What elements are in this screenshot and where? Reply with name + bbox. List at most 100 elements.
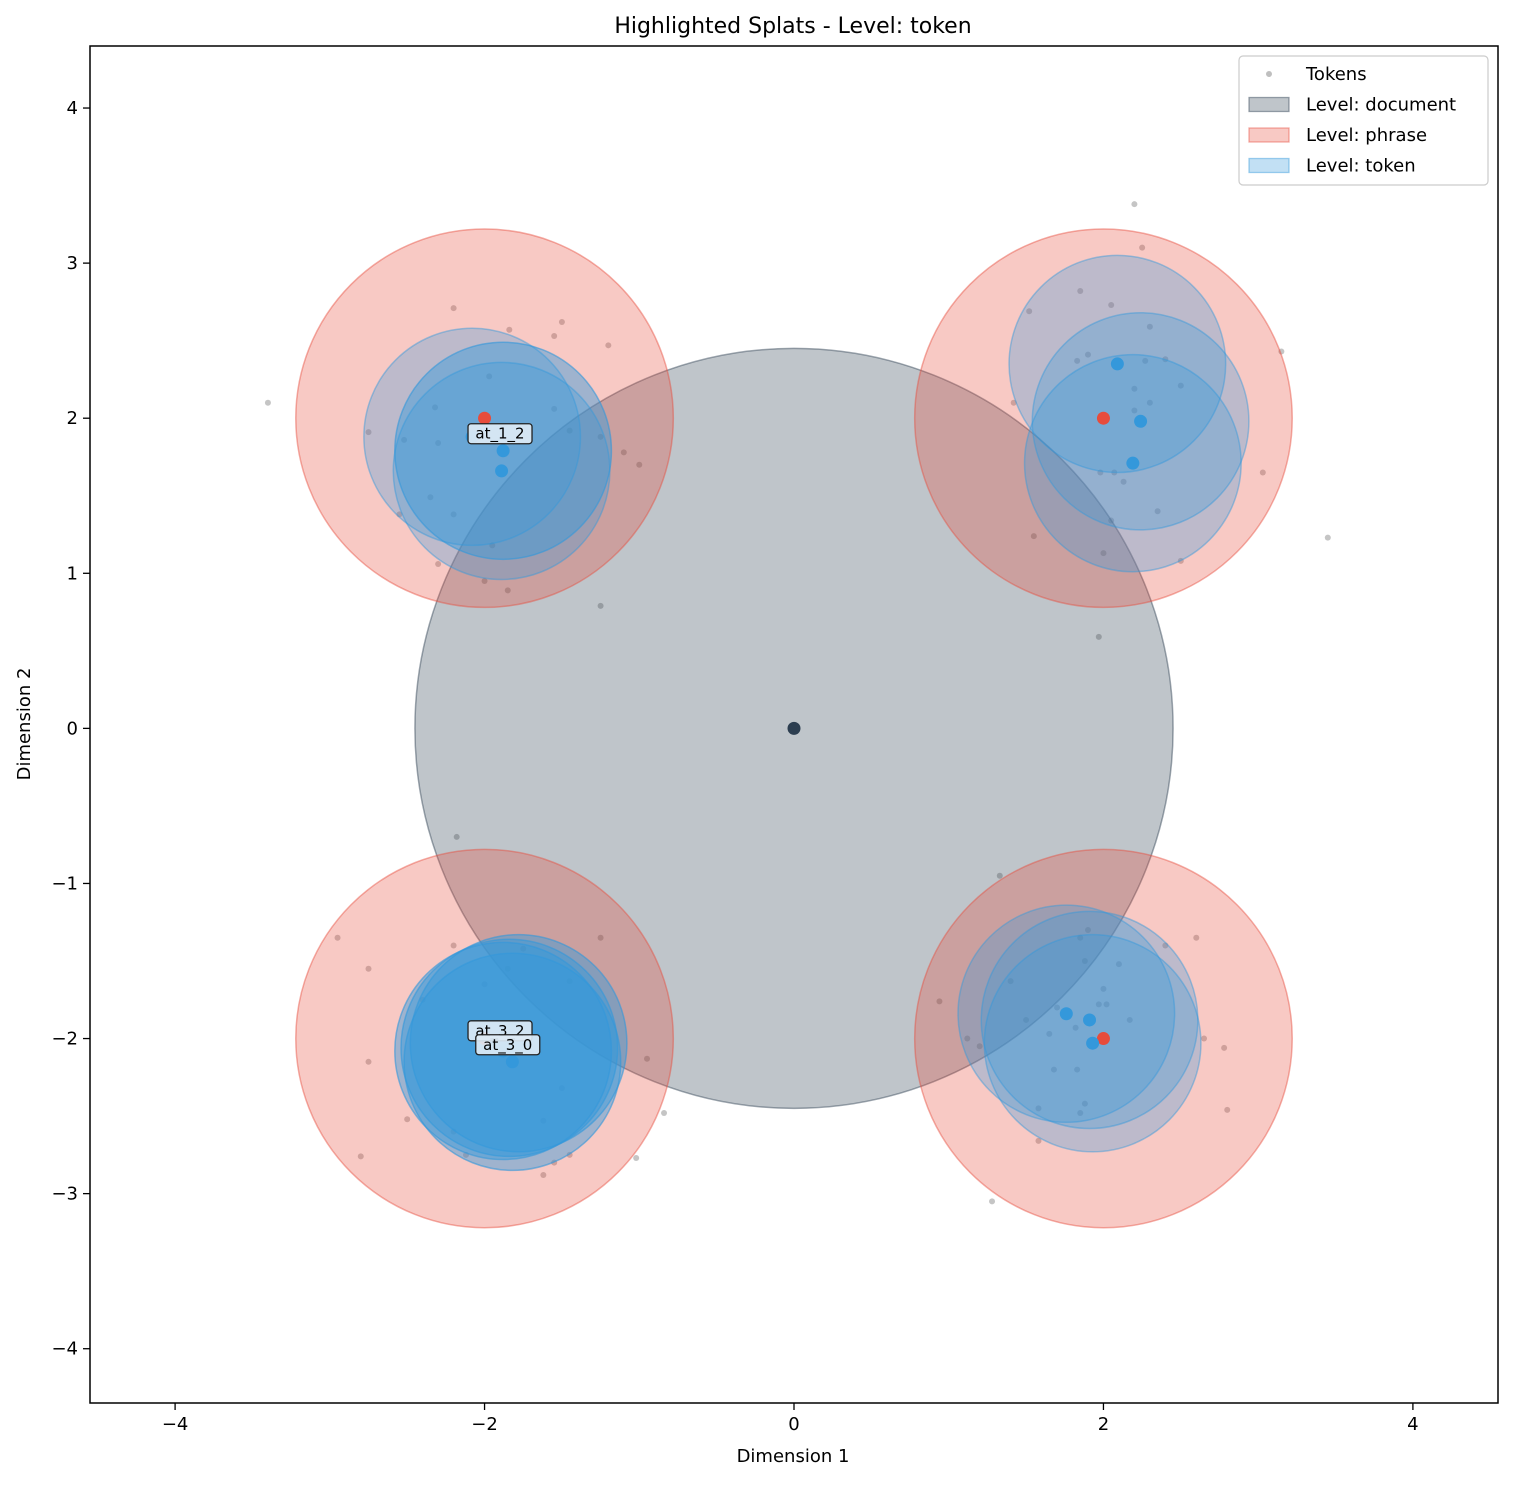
token-splat-center — [1083, 1013, 1097, 1027]
token-point — [1146, 399, 1153, 406]
token-point — [520, 945, 527, 952]
token-point — [1120, 478, 1127, 485]
chart-title: Highlighted Splats - Level: token — [614, 14, 971, 39]
token-point — [964, 1035, 971, 1042]
token-point — [633, 1154, 640, 1161]
token-splat-center — [1110, 357, 1124, 371]
token-point — [1084, 351, 1091, 358]
token-point — [1046, 1030, 1053, 1037]
y-tick-label: −2 — [51, 1029, 78, 1050]
legend: Tokens Level: document Level: phrase Level:… — [1238, 55, 1489, 186]
token-point — [597, 602, 604, 609]
legend-swatch — [1248, 157, 1290, 174]
token-point — [540, 1117, 547, 1124]
token-point — [504, 587, 511, 594]
token-point — [1111, 469, 1118, 476]
token-point — [551, 405, 558, 412]
token-point — [1103, 1001, 1110, 1008]
token-point — [1146, 323, 1153, 330]
token-point — [1115, 961, 1122, 968]
token-point — [427, 494, 434, 501]
token-point — [432, 404, 439, 411]
token-point — [450, 942, 457, 949]
x-tick-label: 4 — [1407, 1414, 1418, 1435]
token-point — [558, 1085, 565, 1092]
legend-marker-tokens — [1266, 71, 1272, 77]
annotation-label: at_1_2 — [475, 425, 524, 444]
token-point — [1259, 469, 1266, 476]
token-point — [1095, 633, 1102, 640]
y-tick-label: −3 — [51, 1184, 78, 1205]
token-point — [1131, 407, 1138, 414]
token-point — [597, 433, 604, 440]
plot-area: at_1_2at_3_2at_3_0 — [264, 201, 1331, 1229]
token-point — [1026, 308, 1033, 315]
token-point — [1108, 517, 1115, 524]
token-point — [1108, 301, 1115, 308]
token-point — [489, 542, 496, 549]
token-point — [1139, 244, 1146, 251]
y-tick-label: 4 — [67, 98, 78, 119]
x-tick-label: −4 — [162, 1414, 189, 1435]
token-point — [453, 833, 460, 840]
token-point — [1084, 926, 1091, 933]
token-point — [435, 560, 442, 567]
token-point — [435, 440, 442, 447]
token-point — [1126, 1016, 1133, 1023]
token-splat-center — [1059, 1007, 1073, 1021]
token-point — [264, 399, 271, 406]
token-point — [1081, 1100, 1088, 1107]
token-point — [1074, 357, 1081, 364]
token-point — [976, 1043, 983, 1050]
token-point — [644, 1055, 651, 1062]
phrase-splat-center — [1096, 411, 1110, 425]
y-tick-label: 0 — [67, 718, 78, 739]
legend-swatch — [1248, 127, 1290, 143]
y-tick-label: −4 — [51, 1339, 78, 1360]
token-splat-center — [496, 444, 510, 458]
y-tick-label: 1 — [67, 563, 78, 584]
token-point — [1095, 1001, 1102, 1008]
token-point — [1074, 1066, 1081, 1073]
token-point — [1177, 557, 1184, 564]
annotation-box — [467, 423, 533, 445]
token-point — [450, 305, 457, 312]
token-point — [1201, 1035, 1208, 1042]
token-point — [1050, 1066, 1057, 1073]
token-point — [1030, 533, 1037, 540]
token-point — [1324, 534, 1331, 541]
y-tick-label: 2 — [67, 408, 78, 429]
token-point — [936, 998, 943, 1005]
token-point — [1035, 1105, 1042, 1112]
token-point — [1131, 385, 1138, 392]
token-point — [506, 326, 513, 333]
plot-content: at_1_2at_3_2at_3_0 — [264, 201, 1331, 1229]
token-point — [1054, 1004, 1061, 1011]
token-point — [1097, 469, 1104, 476]
token-point — [1162, 942, 1169, 949]
document-splat-center — [787, 721, 801, 735]
legend-box — [1238, 55, 1489, 186]
y-tick-label: −1 — [51, 873, 78, 894]
legend-label: Level: phrase — [1306, 125, 1427, 146]
token-point — [566, 427, 573, 434]
x-tick-label: 2 — [1098, 1414, 1109, 1435]
token-point — [1100, 550, 1107, 557]
token-point — [597, 934, 604, 941]
token-point — [1077, 934, 1084, 941]
token-point — [357, 1153, 364, 1160]
token-point — [396, 511, 403, 518]
token-point — [1072, 1024, 1079, 1031]
token-point — [481, 578, 488, 585]
token-splat-center — [495, 464, 509, 478]
token-point — [504, 965, 511, 972]
token-point — [1100, 985, 1107, 992]
token-point — [1035, 1137, 1042, 1144]
token-point — [620, 449, 627, 456]
x-tick-label: 0 — [788, 1414, 799, 1435]
annotation-label: at_3_0 — [483, 1036, 532, 1055]
phrase-splat-center — [1096, 1032, 1110, 1046]
token-point — [636, 461, 643, 468]
